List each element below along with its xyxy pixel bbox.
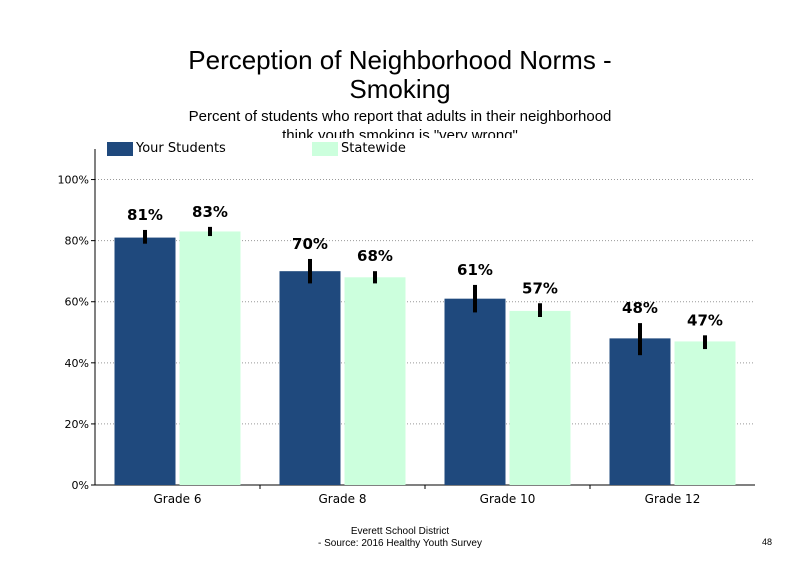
legend-swatch-statewide <box>312 142 338 156</box>
data-label: 47% <box>687 311 723 329</box>
data-label: 70% <box>292 235 328 253</box>
x-category-label: Grade 12 <box>645 492 701 506</box>
y-tick-label: 80% <box>65 235 89 248</box>
chart-subtitle-line2: think youth smoking is "very wrong" <box>282 127 518 138</box>
chart-title: Perception of Neighborhood Norms - <box>188 45 612 75</box>
bar <box>674 341 736 485</box>
data-label: 68% <box>357 247 393 265</box>
y-tick-label: 20% <box>65 418 89 431</box>
bar <box>114 237 176 485</box>
legend-label-your-students: Your Students <box>136 141 226 156</box>
bar <box>444 298 506 485</box>
bar <box>609 338 671 485</box>
chart-title-line2: Smoking <box>349 74 451 104</box>
bar <box>279 271 341 485</box>
y-tick-label: 60% <box>65 296 89 309</box>
data-label: 83% <box>192 203 228 221</box>
y-tick-label: 100% <box>58 174 89 187</box>
chart-subtitle: Percent of students who report that adul… <box>188 108 612 125</box>
x-category-label: Grade 10 <box>480 492 536 506</box>
footer-district: Everett School District <box>350 526 450 537</box>
y-tick-label: 40% <box>65 357 89 370</box>
x-category-label: Grade 6 <box>153 492 201 506</box>
legend-label-statewide: Statewide <box>341 141 406 156</box>
y-tick-label: 0% <box>72 479 89 492</box>
footer-source: - Source: 2016 Healthy Youth Survey <box>318 538 482 549</box>
data-label: 57% <box>522 279 558 297</box>
page-number: 48 <box>761 537 772 547</box>
bar <box>179 231 241 485</box>
legend-swatch-your-students <box>107 142 133 156</box>
data-label: 81% <box>127 206 163 224</box>
bar <box>509 310 571 485</box>
x-category-label: Grade 8 <box>318 492 366 506</box>
bar <box>344 277 406 485</box>
data-label: 48% <box>622 299 658 317</box>
data-label: 61% <box>457 261 493 279</box>
